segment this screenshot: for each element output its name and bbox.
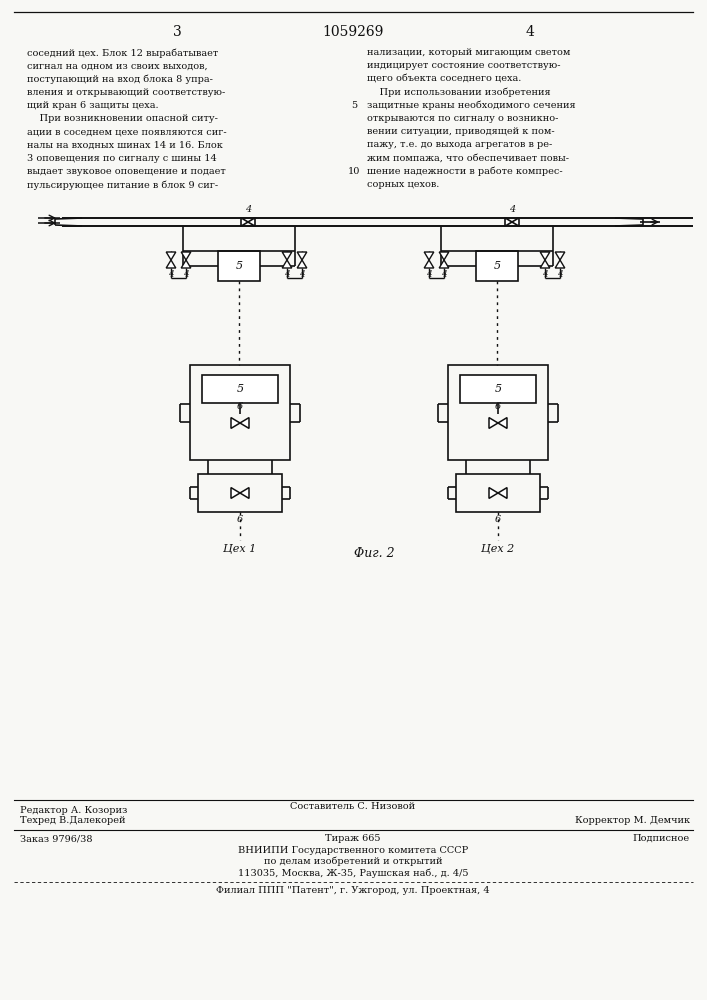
Polygon shape bbox=[555, 260, 565, 268]
Polygon shape bbox=[241, 218, 248, 226]
Polygon shape bbox=[282, 260, 292, 268]
Bar bbox=[448, 365, 548, 460]
Polygon shape bbox=[297, 260, 307, 268]
Polygon shape bbox=[505, 218, 512, 226]
Text: сигнал на одном из своих выходов,: сигнал на одном из своих выходов, bbox=[27, 61, 208, 70]
Text: выдает звуковое оповещение и подает: выдает звуковое оповещение и подает bbox=[27, 167, 226, 176]
Text: 4: 4 bbox=[426, 270, 432, 279]
Text: 4: 4 bbox=[245, 205, 251, 214]
Text: 6: 6 bbox=[237, 515, 243, 524]
Text: 1059269: 1059269 bbox=[322, 25, 384, 39]
Text: по делам изобретений и открытий: по делам изобретений и открытий bbox=[264, 857, 443, 866]
Text: Φиг. 2: Φиг. 2 bbox=[354, 547, 395, 560]
Text: 4: 4 bbox=[557, 270, 563, 279]
Polygon shape bbox=[166, 252, 176, 260]
Text: 4: 4 bbox=[284, 270, 290, 279]
Text: индицирует состояние соответствую-: индицирует состояние соответствую- bbox=[367, 61, 561, 70]
Text: пажу, т.е. до выхода агрегатов в ре-: пажу, т.е. до выхода агрегатов в ре- bbox=[367, 140, 552, 149]
Text: 5: 5 bbox=[235, 261, 243, 271]
Bar bbox=[218, 251, 260, 281]
Text: соседний цех. Блок 12 вырабатывает: соседний цех. Блок 12 вырабатывает bbox=[27, 48, 218, 57]
Text: Цех 2: Цех 2 bbox=[481, 544, 515, 554]
Bar bbox=[476, 251, 518, 281]
Text: 3 оповещения по сигналу с шины 14: 3 оповещения по сигналу с шины 14 bbox=[27, 154, 217, 163]
Polygon shape bbox=[297, 252, 307, 260]
Text: При использовании изобретения: При использовании изобретения bbox=[367, 88, 551, 97]
Bar bbox=[190, 365, 290, 460]
Text: 113035, Москва, Ж-35, Раушская наб., д. 4/5: 113035, Москва, Ж-35, Раушская наб., д. … bbox=[238, 868, 468, 878]
Text: вления и открывающий соответствую-: вления и открывающий соответствую- bbox=[27, 88, 226, 97]
Polygon shape bbox=[498, 488, 507, 498]
Polygon shape bbox=[439, 252, 449, 260]
Text: Техред В.Далекорей: Техред В.Далекорей bbox=[20, 816, 126, 825]
Text: 4: 4 bbox=[168, 270, 174, 279]
Text: 4: 4 bbox=[299, 270, 305, 279]
Polygon shape bbox=[540, 260, 550, 268]
Text: 4: 4 bbox=[542, 270, 548, 279]
Text: жим помпажа, что обеспечивает повы-: жим помпажа, что обеспечивает повы- bbox=[367, 154, 569, 163]
Text: 6: 6 bbox=[495, 515, 501, 524]
Text: ВНИИПИ Государственного комитета СССР: ВНИИПИ Государственного комитета СССР bbox=[238, 846, 468, 855]
Text: 10: 10 bbox=[348, 167, 360, 176]
Polygon shape bbox=[181, 260, 191, 268]
Text: 6: 6 bbox=[237, 402, 243, 411]
Polygon shape bbox=[498, 418, 507, 428]
Text: Заказ 9796/38: Заказ 9796/38 bbox=[20, 834, 93, 843]
Text: налы на входных шинах 14 и 16. Блок: налы на входных шинах 14 и 16. Блок bbox=[27, 140, 223, 149]
Polygon shape bbox=[248, 218, 255, 226]
Text: 4: 4 bbox=[509, 205, 515, 214]
Text: При возникновении опасной ситу-: При возникновении опасной ситу- bbox=[27, 114, 218, 123]
Text: Корректор М. Демчик: Корректор М. Демчик bbox=[575, 816, 690, 825]
Text: щего объекта соседнего цеха.: щего объекта соседнего цеха. bbox=[367, 74, 521, 83]
Bar bbox=[456, 474, 540, 512]
Text: нализации, который мигающим светом: нализации, который мигающим светом bbox=[367, 48, 571, 57]
Polygon shape bbox=[282, 252, 292, 260]
Text: ации в соседнем цехе появляются сиг-: ации в соседнем цехе появляются сиг- bbox=[27, 127, 227, 136]
Bar bbox=[198, 474, 282, 512]
Text: открываются по сигналу о возникно-: открываются по сигналу о возникно- bbox=[367, 114, 559, 123]
Polygon shape bbox=[240, 418, 249, 428]
Text: 3: 3 bbox=[173, 25, 182, 39]
Bar bbox=[202, 375, 278, 403]
Text: 6: 6 bbox=[495, 402, 501, 411]
Text: вении ситуации, приводящей к пом-: вении ситуации, приводящей к пом- bbox=[367, 127, 554, 136]
Text: Цех 1: Цех 1 bbox=[223, 544, 257, 554]
Polygon shape bbox=[555, 252, 565, 260]
Text: сорных цехов.: сорных цехов. bbox=[367, 180, 439, 189]
Text: 5: 5 bbox=[494, 384, 501, 394]
Polygon shape bbox=[512, 218, 519, 226]
Bar bbox=[460, 375, 536, 403]
Polygon shape bbox=[424, 252, 434, 260]
Polygon shape bbox=[540, 252, 550, 260]
Polygon shape bbox=[439, 260, 449, 268]
Text: пульсирующее питание в блок 9 сиг-: пульсирующее питание в блок 9 сиг- bbox=[27, 180, 218, 190]
Text: 5: 5 bbox=[493, 261, 501, 271]
Text: 4: 4 bbox=[525, 25, 534, 39]
Polygon shape bbox=[231, 488, 240, 498]
Text: 5: 5 bbox=[351, 101, 357, 110]
Polygon shape bbox=[489, 488, 498, 498]
Polygon shape bbox=[166, 260, 176, 268]
Text: поступающий на вход блока 8 упра-: поступающий на вход блока 8 упра- bbox=[27, 74, 213, 84]
Polygon shape bbox=[489, 418, 498, 428]
Polygon shape bbox=[240, 488, 249, 498]
Text: защитные краны необходимого сечения: защитные краны необходимого сечения bbox=[367, 101, 575, 110]
Text: Подписное: Подписное bbox=[633, 834, 690, 843]
Text: Редактор А. Козориз: Редактор А. Козориз bbox=[20, 806, 127, 815]
Polygon shape bbox=[424, 260, 434, 268]
Polygon shape bbox=[181, 252, 191, 260]
Text: щий кран 6 защиты цеха.: щий кран 6 защиты цеха. bbox=[27, 101, 158, 110]
Text: 4: 4 bbox=[183, 270, 189, 279]
Text: Тираж 665: Тираж 665 bbox=[325, 834, 381, 843]
Text: 5: 5 bbox=[236, 384, 244, 394]
Text: Составитель С. Низовой: Составитель С. Низовой bbox=[291, 802, 416, 811]
Text: шение надежности в работе компрес-: шение надежности в работе компрес- bbox=[367, 167, 563, 176]
Text: Филиал ППП "Патент", г. Ужгород, ул. Проектная, 4: Филиал ППП "Патент", г. Ужгород, ул. Про… bbox=[216, 886, 490, 895]
Polygon shape bbox=[231, 418, 240, 428]
Text: 4: 4 bbox=[441, 270, 447, 279]
